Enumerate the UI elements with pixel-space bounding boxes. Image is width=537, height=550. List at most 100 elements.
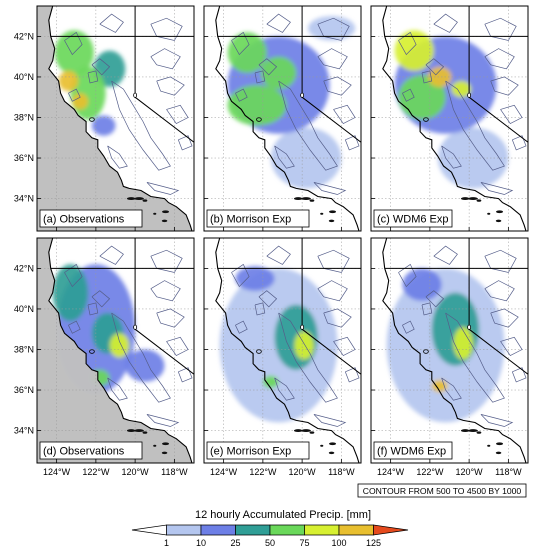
precip-cell <box>227 32 267 73</box>
x-tick-label: 118°W <box>161 467 188 477</box>
map-panels: (a) Observations (b) Morrison Exp (c) WDM6… <box>36 5 529 464</box>
coastline <box>48 6 193 231</box>
channel-island <box>309 431 315 434</box>
terrain-contour <box>511 135 527 151</box>
terrain-contour <box>156 308 185 328</box>
channel-island <box>162 210 170 214</box>
panel-label-box <box>39 441 143 460</box>
terrain-contour <box>150 249 183 273</box>
contour-note: CONTOUR FROM 500 TO 4500 BY 1000 <box>357 483 527 498</box>
coastline <box>215 6 360 231</box>
channel-island <box>328 219 335 223</box>
terrain-contour <box>313 182 347 195</box>
terrain-contour <box>91 58 111 76</box>
terrain-contour <box>398 263 417 288</box>
channel-island <box>162 442 170 446</box>
terrain-contour <box>274 145 295 169</box>
precip-cell <box>227 85 287 126</box>
map-panel-content <box>204 6 361 231</box>
terrain-contour <box>64 31 83 56</box>
terrain-contour <box>421 302 433 316</box>
colorbar-segment <box>166 524 202 536</box>
colorbar-segment <box>373 524 409 536</box>
colorbar-tick-label: 10 <box>196 538 206 548</box>
terrain-contour <box>87 302 99 316</box>
channel-island <box>301 197 311 200</box>
san-francisco-bay <box>423 349 429 354</box>
colorbar-tick-label: 75 <box>299 538 309 548</box>
terrain-contour <box>258 290 278 308</box>
terrain-contour <box>87 70 99 84</box>
x-tick-label: 122°W <box>82 467 110 477</box>
x-tick-label: 120°W <box>122 467 150 477</box>
x-tick-label: 118°W <box>495 467 522 477</box>
terrain-contour <box>500 104 523 125</box>
terrain-contour <box>490 76 519 96</box>
terrain-contour <box>441 145 462 169</box>
terrain-contour <box>254 302 266 316</box>
terrain-contour <box>323 308 352 328</box>
terrain-contour <box>107 377 128 401</box>
channel-island <box>153 212 157 215</box>
channel-island <box>328 451 335 455</box>
terrain-contour <box>421 70 433 84</box>
colorbar-tick-label: 25 <box>230 538 240 548</box>
terrain-contour <box>480 182 514 195</box>
precip-field <box>386 268 505 423</box>
colorbar-tick-label: 1 <box>164 538 169 548</box>
map-panel: (e) Morrison Exp <box>203 237 362 464</box>
terrain-contour <box>344 135 360 151</box>
colorbar-segment <box>304 524 340 536</box>
channel-island <box>161 219 168 223</box>
panel-frame <box>370 5 529 232</box>
y-tick-label: 40°N <box>14 72 34 82</box>
panel-frame <box>36 237 195 464</box>
terrain-contour <box>484 48 515 70</box>
terrain-contour <box>235 320 248 334</box>
channel-island <box>153 444 157 447</box>
contour-note-text: CONTOUR FROM 500 TO 4500 BY 1000 <box>363 486 522 496</box>
contour-note-box <box>357 483 527 498</box>
ocean-cover <box>37 238 192 463</box>
panel-label-box <box>373 441 453 460</box>
terrain-contour <box>146 182 180 195</box>
ocean-cover <box>37 6 192 231</box>
terrain-contour <box>99 245 124 265</box>
terrain-contour <box>333 336 356 357</box>
san-francisco-bay <box>256 349 262 354</box>
map-panel-content <box>371 238 528 463</box>
terrain-contour <box>484 17 517 41</box>
terrain-contour <box>231 263 250 288</box>
san-francisco-bay <box>89 117 95 122</box>
precip-cell <box>402 268 442 301</box>
channel-island <box>320 444 324 447</box>
terrain-contour <box>441 377 462 401</box>
terrain-contour <box>150 48 181 70</box>
panel-frame <box>370 237 529 464</box>
terrain-contour <box>111 312 171 403</box>
coastline <box>215 238 360 463</box>
terrain-contour <box>146 414 180 427</box>
colorbar: 1 10 25 50 75 100 125 <box>131 524 409 548</box>
map-panel-content <box>37 6 194 231</box>
san-francisco-bay <box>256 117 262 122</box>
channel-island <box>496 210 504 214</box>
channel-island <box>134 429 144 432</box>
channel-island <box>468 197 478 200</box>
y-tick-label: 36°N <box>14 385 34 395</box>
panel-frame <box>203 5 362 232</box>
terrain-contour <box>484 249 517 273</box>
map-panel: (b) Morrison Exp <box>203 5 362 232</box>
panel-frame <box>36 5 195 232</box>
channel-island <box>293 429 303 432</box>
y-tick-label: 42°N <box>14 31 34 41</box>
terrain-contour <box>490 308 519 328</box>
terrain-contour <box>317 48 348 70</box>
lake-tahoe <box>467 92 472 98</box>
panel-label-box <box>206 209 310 228</box>
terrain-contour <box>484 280 515 302</box>
panel-label: (f) WDM6 Exp <box>377 446 446 458</box>
panel-label-box <box>39 209 143 228</box>
colorbar-segment <box>338 524 374 536</box>
terrain-contour <box>511 367 527 383</box>
